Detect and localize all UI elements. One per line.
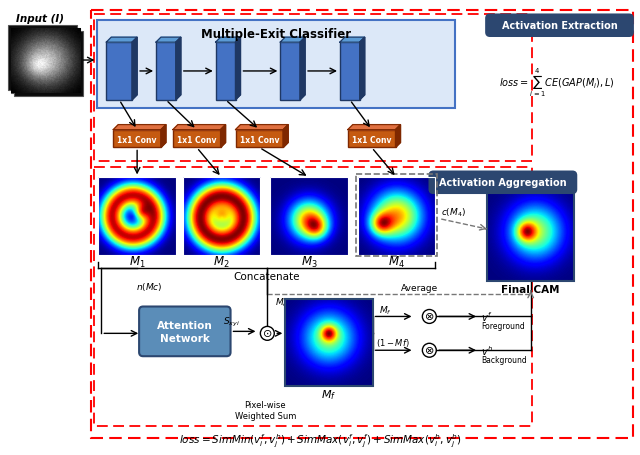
Bar bbox=[156, 43, 176, 101]
Text: ⊙: ⊙ bbox=[262, 329, 272, 339]
Text: Background: Background bbox=[481, 355, 527, 364]
Bar bbox=[97, 21, 455, 108]
Text: $M_c$: $M_c$ bbox=[275, 296, 289, 308]
Text: Foreground: Foreground bbox=[481, 321, 525, 330]
Bar bbox=[356, 175, 437, 256]
Bar bbox=[92, 11, 633, 438]
Bar bbox=[285, 299, 372, 386]
Bar bbox=[270, 178, 348, 255]
Text: $M_3$: $M_3$ bbox=[301, 255, 317, 270]
Text: Activation Aggregation: Activation Aggregation bbox=[439, 178, 566, 188]
Bar bbox=[94, 168, 532, 426]
Bar bbox=[348, 130, 396, 148]
Polygon shape bbox=[216, 38, 241, 43]
Text: $M_1$: $M_1$ bbox=[129, 255, 145, 270]
Bar bbox=[113, 130, 161, 148]
Circle shape bbox=[422, 310, 436, 324]
Bar bbox=[340, 43, 360, 101]
Text: 1x1 Conv: 1x1 Conv bbox=[177, 136, 216, 145]
Polygon shape bbox=[300, 38, 305, 101]
Text: ⊗: ⊗ bbox=[425, 312, 434, 322]
Text: $M_f$: $M_f$ bbox=[321, 387, 337, 401]
Bar bbox=[183, 178, 260, 255]
Bar bbox=[216, 43, 236, 101]
Text: $v^b$: $v^b$ bbox=[481, 344, 493, 357]
Polygon shape bbox=[173, 125, 225, 130]
Circle shape bbox=[260, 327, 275, 340]
Text: $n(Mc)$: $n(Mc)$ bbox=[136, 280, 163, 292]
Text: $v^f$: $v^f$ bbox=[481, 310, 493, 324]
Text: $loss = \sum_{i=1}^{4} CE(GAP(M_i), L)$: $loss = \sum_{i=1}^{4} CE(GAP(M_i), L)$ bbox=[499, 66, 614, 99]
Polygon shape bbox=[113, 125, 166, 130]
Polygon shape bbox=[221, 125, 225, 148]
Bar bbox=[487, 192, 575, 281]
Polygon shape bbox=[106, 38, 137, 43]
FancyBboxPatch shape bbox=[429, 172, 577, 194]
Circle shape bbox=[422, 344, 436, 358]
Bar bbox=[14, 32, 83, 96]
Polygon shape bbox=[284, 125, 288, 148]
Bar bbox=[11, 29, 81, 94]
Polygon shape bbox=[280, 38, 305, 43]
Polygon shape bbox=[156, 38, 181, 43]
Text: $loss = SimMin(v_i^f, v_j^b) + SimMax(v_i^f, v_j^f) + SimMax(v_i^b, v_j^b)$: $loss = SimMin(v_i^f, v_j^b) + SimMax(v_… bbox=[179, 432, 461, 450]
Text: $(1 - Mf)$: $(1 - Mf)$ bbox=[376, 337, 409, 349]
Text: $c(M_4)$: $c(M_4)$ bbox=[441, 207, 467, 219]
Text: $M_4$: $M_4$ bbox=[388, 255, 405, 270]
Text: 1x1 Conv: 1x1 Conv bbox=[352, 136, 392, 145]
Bar bbox=[99, 178, 176, 255]
Bar bbox=[106, 43, 132, 101]
Text: Average: Average bbox=[401, 283, 438, 293]
Text: Input (I): Input (I) bbox=[16, 14, 64, 24]
Polygon shape bbox=[132, 38, 137, 101]
FancyBboxPatch shape bbox=[139, 307, 230, 356]
Text: 1x1 Conv: 1x1 Conv bbox=[117, 136, 157, 145]
Text: Pixel-wise
Weighted Sum: Pixel-wise Weighted Sum bbox=[235, 400, 296, 420]
Bar bbox=[173, 130, 221, 148]
Text: Concatenate: Concatenate bbox=[233, 271, 300, 281]
Bar bbox=[236, 130, 284, 148]
FancyBboxPatch shape bbox=[486, 15, 633, 37]
Text: Multiple-Exit Classifier: Multiple-Exit Classifier bbox=[201, 28, 351, 40]
Polygon shape bbox=[236, 38, 241, 101]
Text: $S_{xyi}$: $S_{xyi}$ bbox=[223, 315, 240, 328]
Polygon shape bbox=[348, 125, 401, 130]
Bar bbox=[280, 43, 300, 101]
Bar bbox=[94, 15, 532, 162]
Polygon shape bbox=[396, 125, 401, 148]
Text: ⊗: ⊗ bbox=[425, 345, 434, 355]
Polygon shape bbox=[340, 38, 365, 43]
Bar bbox=[358, 178, 435, 255]
Text: Final CAM: Final CAM bbox=[502, 284, 560, 294]
Text: $M_2$: $M_2$ bbox=[213, 255, 230, 270]
Polygon shape bbox=[236, 125, 288, 130]
Polygon shape bbox=[161, 125, 166, 148]
Text: 1x1 Conv: 1x1 Conv bbox=[239, 136, 279, 145]
Polygon shape bbox=[360, 38, 365, 101]
Polygon shape bbox=[176, 38, 181, 101]
Text: $M_f$: $M_f$ bbox=[379, 303, 392, 316]
Bar bbox=[8, 26, 77, 91]
Text: Activation Extraction: Activation Extraction bbox=[502, 21, 618, 31]
Text: Attention
Network: Attention Network bbox=[157, 320, 212, 343]
